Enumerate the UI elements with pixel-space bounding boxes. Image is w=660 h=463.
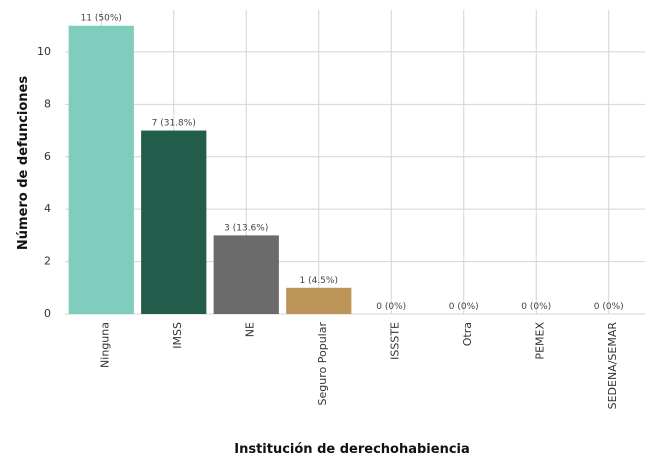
bar	[141, 130, 207, 314]
value-label: 0 (0%)	[376, 302, 406, 312]
value-label: 1 (4.5%)	[300, 276, 338, 286]
value-label: 0 (0%)	[594, 302, 624, 312]
x-tick-label: PEMEX	[533, 322, 546, 360]
y-tick-label: 8	[44, 97, 51, 110]
x-tick-label: Otra	[461, 322, 474, 346]
value-label: 11 (50%)	[81, 14, 122, 24]
value-label: 0 (0%)	[449, 302, 479, 312]
y-axis-title: Número de defunciones	[16, 76, 31, 250]
y-tick-label: 2	[44, 255, 51, 268]
bar	[68, 25, 134, 314]
y-tick-label: 6	[44, 150, 51, 163]
x-tick-label: IMSS	[171, 322, 184, 349]
bar	[213, 235, 279, 314]
x-tick-label: Ninguna	[98, 322, 111, 368]
value-label: 0 (0%)	[521, 302, 551, 312]
x-tick-label: SEDENA/SEMAR	[606, 322, 619, 410]
value-label: 7 (31.8%)	[152, 119, 196, 129]
x-tick-label: Seguro Popular	[316, 322, 329, 406]
y-tick-label: 10	[37, 45, 51, 58]
bar	[286, 287, 352, 314]
value-label: 3 (13.6%)	[224, 223, 268, 233]
x-tick-label: ISSSTE	[388, 322, 401, 360]
x-tick-label: NE	[243, 322, 256, 337]
y-tick-label: 0	[44, 307, 51, 320]
y-tick-label: 4	[44, 202, 51, 215]
x-axis-title: Institución de derechohabiencia	[234, 442, 470, 457]
